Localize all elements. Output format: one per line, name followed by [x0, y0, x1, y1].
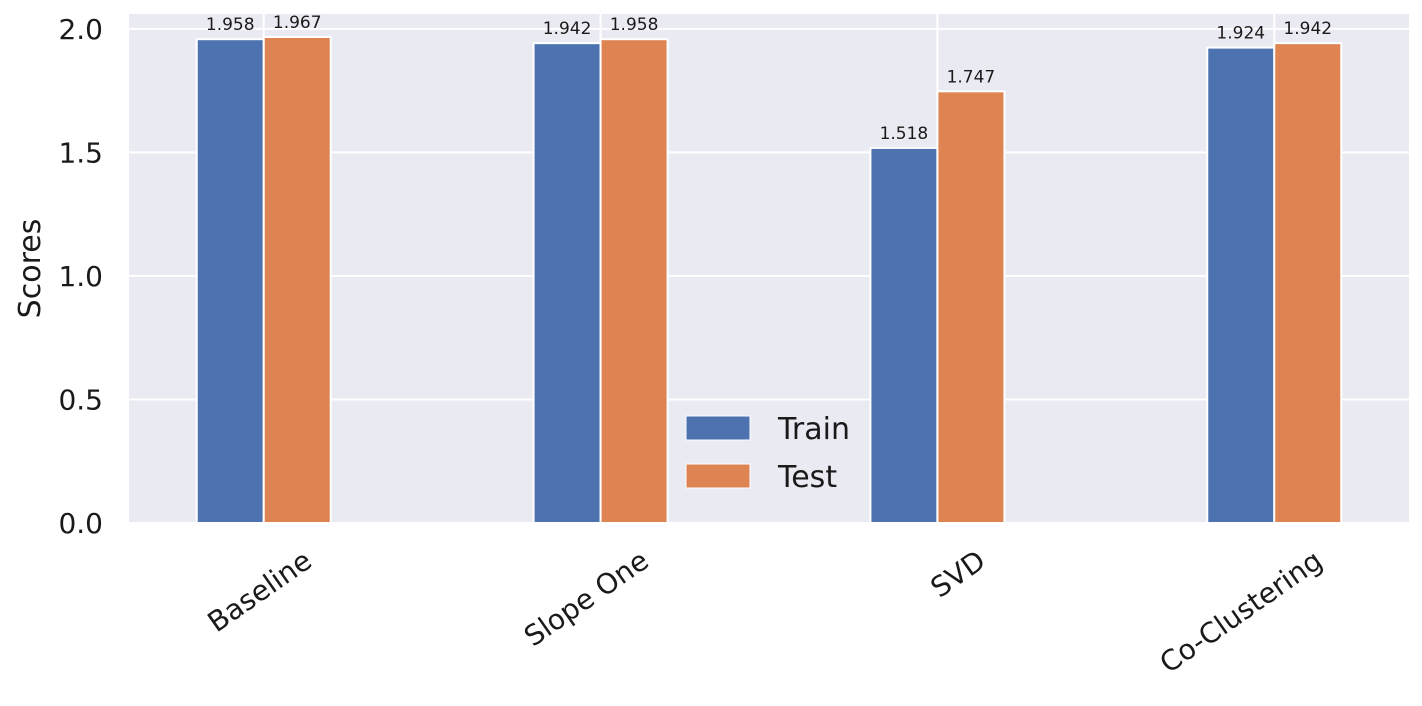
- legend: Train Test: [685, 412, 850, 495]
- y-tick-label: 1.0: [58, 260, 103, 293]
- x-tick-label: Baseline: [202, 544, 318, 639]
- data-label: 1.924: [1216, 24, 1265, 44]
- bar-train-co-clustering: [1206, 46, 1276, 524]
- y-tick-label: 2.0: [58, 13, 103, 46]
- legend-swatch-train: [685, 415, 751, 441]
- plot-area: [129, 14, 1409, 523]
- y-axis-label: Scores: [13, 219, 48, 319]
- data-labels: 1.958 1.942 1.518 1.924 1.967 1.958 1.747 1.942: [206, 13, 1332, 144]
- x-tick-label: Co-Clustering: [1154, 544, 1329, 680]
- x-tick-label: SVD: [925, 544, 992, 605]
- legend-swatch-test: [685, 463, 751, 489]
- bar-test-baseline: [262, 35, 332, 524]
- y-tick-label: 1.5: [58, 136, 103, 169]
- bar-test-co-clustering: [1273, 42, 1343, 524]
- data-label: 1.958: [610, 15, 659, 35]
- bar-test-slope-one: [599, 38, 669, 524]
- y-tick-label: 0.5: [58, 383, 103, 416]
- bar-train-slope-one: [532, 42, 602, 524]
- y-tick-label: 0.0: [58, 507, 103, 540]
- bar-test-svd: [936, 90, 1006, 524]
- x-axis-ticks: Baseline Slope One SVD Co-Clustering: [202, 544, 1329, 680]
- data-label: 1.958: [206, 15, 255, 35]
- legend-label-train: Train: [777, 412, 850, 447]
- bar-train-baseline: [195, 38, 265, 524]
- y-axis-ticks: 0.0 0.5 1.0 1.5 2.0: [58, 13, 103, 540]
- data-label: 1.942: [543, 19, 592, 39]
- legend-label-test: Test: [777, 460, 837, 495]
- data-label: 1.942: [1283, 19, 1332, 39]
- data-label: 1.518: [880, 124, 929, 144]
- bar-train-svd: [869, 146, 939, 524]
- data-label: 1.967: [273, 13, 322, 33]
- data-label: 1.747: [947, 67, 996, 87]
- x-tick-label: Slope One: [518, 544, 655, 653]
- bars: [195, 35, 1343, 524]
